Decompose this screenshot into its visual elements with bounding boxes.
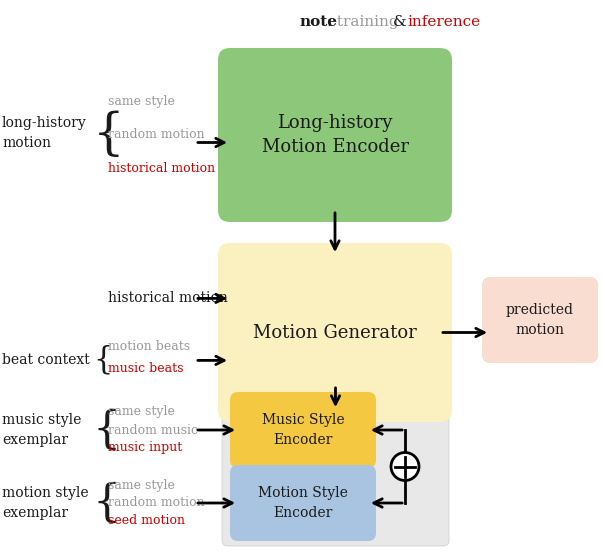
Text: beat context: beat context: [2, 353, 90, 368]
Text: &: &: [393, 15, 406, 29]
Text: inference: inference: [407, 15, 480, 29]
Text: {: {: [93, 481, 121, 524]
FancyBboxPatch shape: [482, 277, 598, 363]
FancyBboxPatch shape: [222, 379, 449, 546]
Text: music beats: music beats: [108, 362, 184, 375]
Text: same style: same style: [108, 479, 175, 491]
Text: same style: same style: [108, 406, 175, 418]
Text: long-history: long-history: [2, 116, 87, 130]
Text: motion style: motion style: [2, 486, 88, 500]
Text: Music Style
Encoder: Music Style Encoder: [262, 413, 344, 447]
Text: random motion: random motion: [108, 496, 205, 509]
Circle shape: [391, 453, 419, 480]
Text: Long-history
Motion Encoder: Long-history Motion Encoder: [261, 114, 409, 157]
Text: historical motion: historical motion: [108, 162, 215, 174]
Text: motion: motion: [2, 136, 51, 150]
Text: random motion: random motion: [108, 129, 205, 141]
Text: exemplar: exemplar: [2, 433, 68, 447]
FancyBboxPatch shape: [218, 243, 452, 422]
Text: same style: same style: [108, 95, 175, 109]
Text: Motion Style
Encoder: Motion Style Encoder: [258, 486, 348, 520]
FancyBboxPatch shape: [230, 392, 376, 468]
Text: Motion Generator: Motion Generator: [253, 323, 417, 342]
FancyBboxPatch shape: [230, 465, 376, 541]
Text: {: {: [93, 408, 121, 452]
Text: seed motion: seed motion: [108, 514, 185, 528]
Text: {: {: [93, 345, 113, 376]
Text: motion beats: motion beats: [108, 340, 190, 353]
FancyBboxPatch shape: [218, 48, 452, 222]
Text: note: note: [300, 15, 338, 29]
Text: random music: random music: [108, 423, 198, 437]
Text: {: {: [93, 110, 125, 160]
Text: music style: music style: [2, 413, 81, 427]
Text: historical motion: historical motion: [108, 291, 228, 305]
Text: :: :: [326, 15, 331, 29]
Text: music input: music input: [108, 442, 182, 454]
Text: training: training: [332, 15, 403, 29]
Text: exemplar: exemplar: [2, 506, 68, 520]
Text: predicted
motion: predicted motion: [506, 303, 574, 337]
